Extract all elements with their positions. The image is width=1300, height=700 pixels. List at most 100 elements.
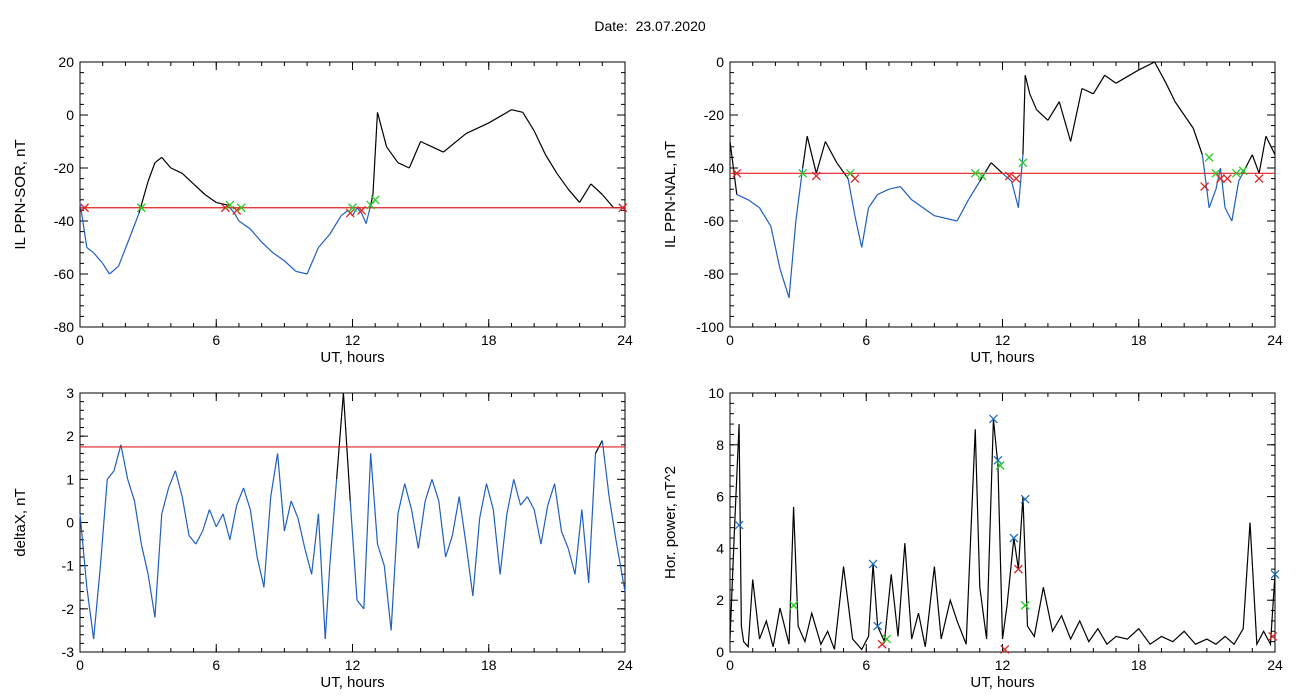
event-marker: [1000, 644, 1010, 654]
series-segment: [1036, 109, 1049, 121]
series-segment: [465, 544, 474, 596]
series-segment: [133, 500, 142, 545]
x-tick-label: 12: [345, 657, 361, 673]
y-axis-label: Hor. power, nT^2: [662, 466, 679, 579]
event-marker: [734, 520, 744, 530]
series-segment: [222, 513, 231, 540]
series-segment: [270, 453, 279, 497]
date-value: 23.07.2020: [635, 18, 706, 34]
series-segment: [86, 587, 95, 640]
marker-stroke: [1216, 174, 1225, 184]
event-marker: [1020, 494, 1030, 504]
x-tick-label: 12: [995, 657, 1011, 673]
marker-stroke: [845, 168, 855, 178]
event-marker: [348, 203, 357, 213]
series-segment: [256, 556, 265, 588]
y-tick-label: 10: [708, 385, 724, 401]
series-segment: [154, 156, 163, 164]
x-tick-label: 18: [1131, 332, 1147, 348]
y-tick-label: 20: [58, 54, 74, 70]
series-segment: [386, 146, 399, 164]
series-segment: [990, 162, 1003, 174]
series-segment: [408, 141, 422, 169]
series-segment: [522, 112, 535, 132]
event-marker: [232, 205, 242, 215]
marker-stroke: [1204, 152, 1214, 162]
series-segment: [168, 470, 176, 489]
y-tick-label: 0: [716, 644, 724, 660]
series-segment: [956, 199, 969, 222]
series-segment: [109, 265, 119, 275]
y-axis-label: deltaX, nT: [12, 488, 29, 556]
marker-stroke: [873, 621, 883, 631]
series-segment: [297, 518, 306, 549]
marker-stroke: [993, 455, 1003, 465]
series-segment: [397, 162, 410, 169]
series-segment: [195, 530, 204, 545]
x-tick-label: 0: [726, 657, 734, 673]
series-segment: [1024, 75, 1031, 94]
x-tick-label: 12: [995, 332, 1011, 348]
event-marker: [1009, 533, 1019, 543]
event-marker: [357, 205, 367, 215]
series-segment: [547, 483, 556, 506]
series-segment: [533, 509, 542, 545]
series-segment: [113, 444, 122, 471]
plot-frame: [729, 61, 1276, 328]
series-segment: [1104, 74, 1117, 84]
series-segment: [86, 247, 94, 254]
event-marker: [1254, 174, 1264, 184]
event-marker: [798, 168, 808, 178]
series-segment: [120, 444, 129, 480]
event-marker: [811, 171, 821, 181]
series-segment: [736, 193, 749, 201]
series-segment: [233, 212, 240, 222]
series-segment: [1011, 181, 1019, 208]
event-marker: [1020, 600, 1030, 610]
x-axis-label: UT, hours: [970, 349, 1034, 366]
event-marker: [850, 174, 860, 184]
x-tick-label: 0: [76, 332, 84, 348]
series-segment: [795, 167, 804, 222]
series-segment: [488, 109, 512, 124]
series-segment: [431, 479, 440, 502]
series-segment: [140, 543, 149, 575]
series-segment: [202, 509, 211, 532]
series-segment: [1224, 207, 1233, 222]
marker-stroke: [734, 520, 744, 530]
y-tick-label: 8: [716, 437, 724, 453]
series-segment: [1258, 136, 1267, 174]
y-tick-label: 3: [66, 385, 74, 401]
series-segment: [1183, 114, 1194, 129]
series-segment: [351, 207, 358, 216]
event-marker: [1238, 166, 1248, 176]
series-segment: [431, 146, 444, 153]
series-segment: [1081, 87, 1094, 95]
series-segment: [283, 500, 292, 532]
x-tick-label: 24: [1267, 657, 1283, 673]
event-marker: [995, 461, 1005, 470]
marker-stroke: [1200, 182, 1210, 192]
series-segment: [492, 509, 501, 575]
series-segment: [99, 479, 108, 566]
marker-stroke: [732, 168, 742, 178]
series-segment: [556, 172, 569, 190]
series-segment: [1058, 101, 1072, 142]
series-segment: [877, 188, 890, 196]
series-segment: [376, 543, 385, 566]
event-marker: [873, 621, 883, 631]
marker-stroke: [1222, 174, 1232, 184]
series-segment: [1022, 75, 1026, 155]
event-marker: [225, 200, 235, 210]
series-segment: [317, 233, 331, 248]
series-segment: [306, 247, 319, 275]
series-segment: [229, 505, 238, 540]
series-segment: [545, 154, 558, 174]
series-segment: [934, 215, 958, 222]
series-segment: [438, 500, 447, 558]
marker-stroke: [988, 414, 998, 424]
series-segment: [824, 141, 838, 163]
series-segment: [420, 140, 433, 148]
series-segment: [836, 162, 849, 179]
event-marker: [1268, 632, 1278, 641]
